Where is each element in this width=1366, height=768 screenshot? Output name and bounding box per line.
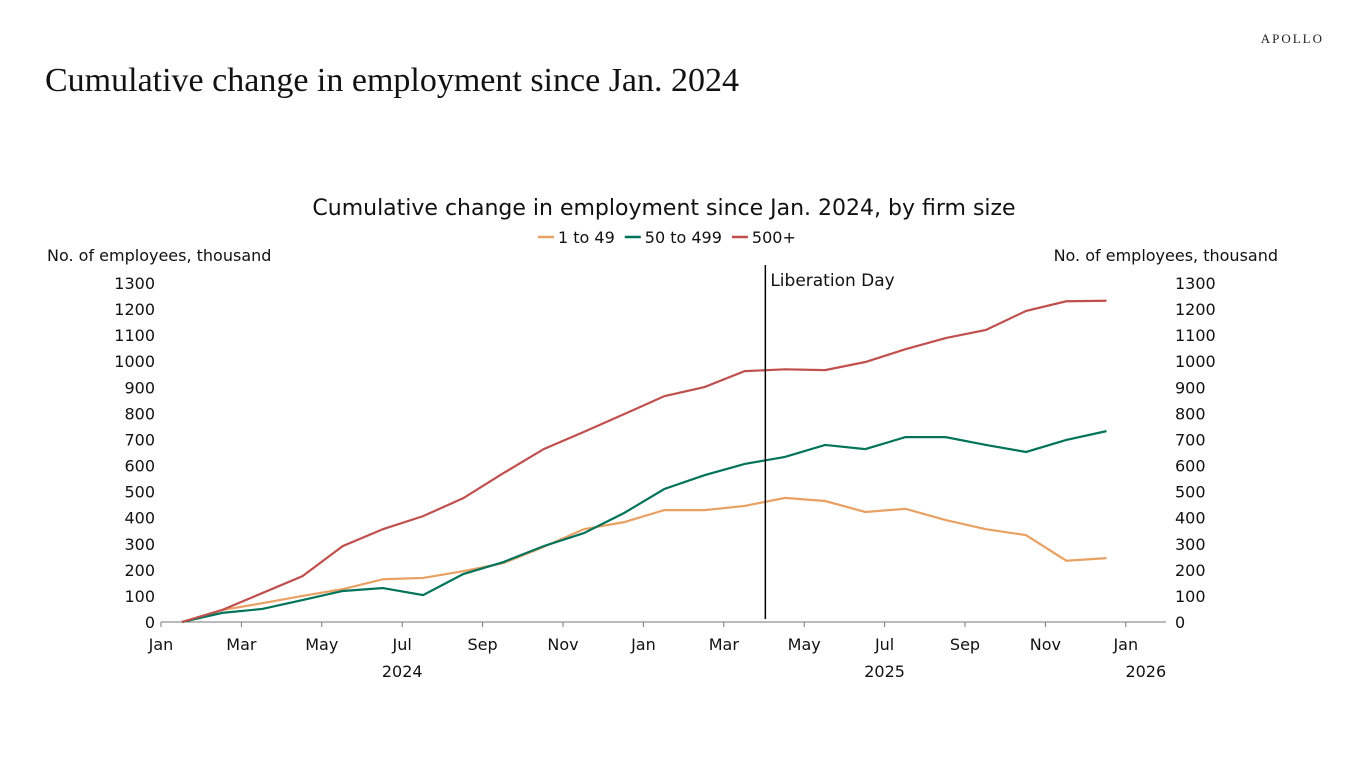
y-tick-label-right: 400 <box>1175 509 1206 528</box>
y-axis-label-left: No. of employees, thousand <box>47 246 271 265</box>
y-tick-label-left: 1000 <box>114 352 155 371</box>
y-tick-label-right: 1200 <box>1175 300 1216 319</box>
y-tick-label-left: 0 <box>145 613 155 632</box>
series-line-1-to-49 <box>181 496 1107 624</box>
x-tick-label: Jan <box>1112 635 1138 654</box>
y-tick-label-left: 1200 <box>114 300 155 319</box>
series-line-500- <box>181 299 1107 624</box>
series-line-50-to-499 <box>181 430 1107 624</box>
x-tick-label: Sep <box>950 635 980 654</box>
y-tick-label-left: 800 <box>124 404 155 423</box>
y-tick-label-right: 1100 <box>1175 326 1216 345</box>
y-tick-label-left: 600 <box>124 457 155 476</box>
x-tick-label: Sep <box>468 635 498 654</box>
y-tick-label-left: 700 <box>124 430 155 449</box>
x-tick-label: Jan <box>630 635 656 654</box>
y-tick-label-right: 1000 <box>1175 352 1216 371</box>
x-tick-label: Mar <box>709 635 740 654</box>
y-tick-label-left: 400 <box>124 509 155 528</box>
chart-title: Cumulative change in employment since Ja… <box>312 196 1015 221</box>
apollo-logo: APOLLO <box>1260 31 1324 46</box>
y-tick-label-right: 200 <box>1175 561 1206 580</box>
y-tick-label-left: 300 <box>124 535 155 554</box>
y-axis-label-right: No. of employees, thousand <box>1054 246 1278 265</box>
liberation-day-label: Liberation Day <box>770 271 894 291</box>
y-tick-label-right: 0 <box>1175 613 1185 632</box>
x-year-label: 2025 <box>864 662 905 681</box>
y-tick-label-right: 600 <box>1175 457 1206 476</box>
legend-label: 50 to 499 <box>645 228 722 247</box>
y-tick-label-right: 800 <box>1175 404 1206 423</box>
x-tick-label: Jul <box>874 635 894 654</box>
y-tick-label-left: 100 <box>124 587 155 606</box>
y-tick-label-left: 500 <box>124 483 155 502</box>
y-tick-label-right: 900 <box>1175 378 1206 397</box>
y-tick-label-left: 1100 <box>114 326 155 345</box>
x-tick-label: Jul <box>392 635 412 654</box>
legend: 1 to 49 50 to 499 500+ <box>538 228 796 247</box>
x-tick-label: Mar <box>226 635 257 654</box>
legend-label: 500+ <box>752 228 796 247</box>
y-tick-label-right: 100 <box>1175 587 1206 606</box>
x-tick-label: Nov <box>1030 635 1061 654</box>
x-tick-label: Nov <box>547 635 578 654</box>
y-tick-label-right: 500 <box>1175 483 1206 502</box>
y-tick-label-left: 200 <box>124 561 155 580</box>
x-year-label: 2026 <box>1125 662 1166 681</box>
x-year-label: 2024 <box>382 662 423 681</box>
x-tick-label: May <box>788 635 821 654</box>
y-tick-label-left: 900 <box>124 378 155 397</box>
y-tick-label-right: 1300 <box>1175 274 1216 293</box>
x-tick-label: May <box>305 635 338 654</box>
legend-label: 1 to 49 <box>558 228 615 247</box>
y-tick-label-left: 1300 <box>114 274 155 293</box>
y-tick-label-right: 300 <box>1175 535 1206 554</box>
page-title: Cumulative change in employment since Ja… <box>45 62 740 99</box>
x-tick-label: Jan <box>148 635 174 654</box>
y-tick-label-right: 700 <box>1175 430 1206 449</box>
